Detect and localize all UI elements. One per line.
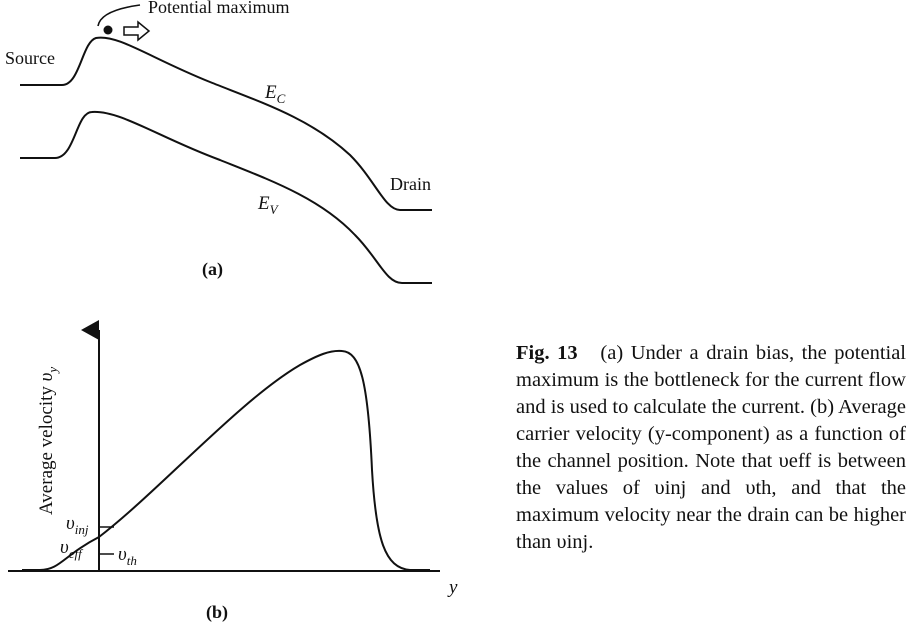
source-label: Source [5,48,55,68]
panel-a-label: (a) [202,259,223,280]
potential-maximum-label: Potential maximum [148,0,290,17]
ec-label: EC [264,82,286,106]
drain-label: Drain [390,174,431,194]
panel-b-label: (b) [206,602,228,623]
caption-body: (a) Under a drain bias, the potential ma… [516,342,906,553]
figure-number: Fig. 13 [516,342,578,364]
v-inj-label: υinj [66,513,89,537]
pointer-curve [97,4,141,27]
y-axis-label: Average velocity υy [36,367,60,515]
ev-label: EV [257,193,280,217]
x-axis-label: y [447,577,458,598]
figure-caption: Fig. 13 (a) Under a drain bias, the pote… [516,340,906,556]
electron-dot [103,25,113,35]
conduction-band-curve [20,36,432,211]
hollow-arrow-icon [123,20,151,42]
v-th-label: υth [118,544,137,568]
valence-band-curve [20,110,432,284]
velocity-curve [22,349,430,571]
v-eff-label: υeff [60,537,84,561]
